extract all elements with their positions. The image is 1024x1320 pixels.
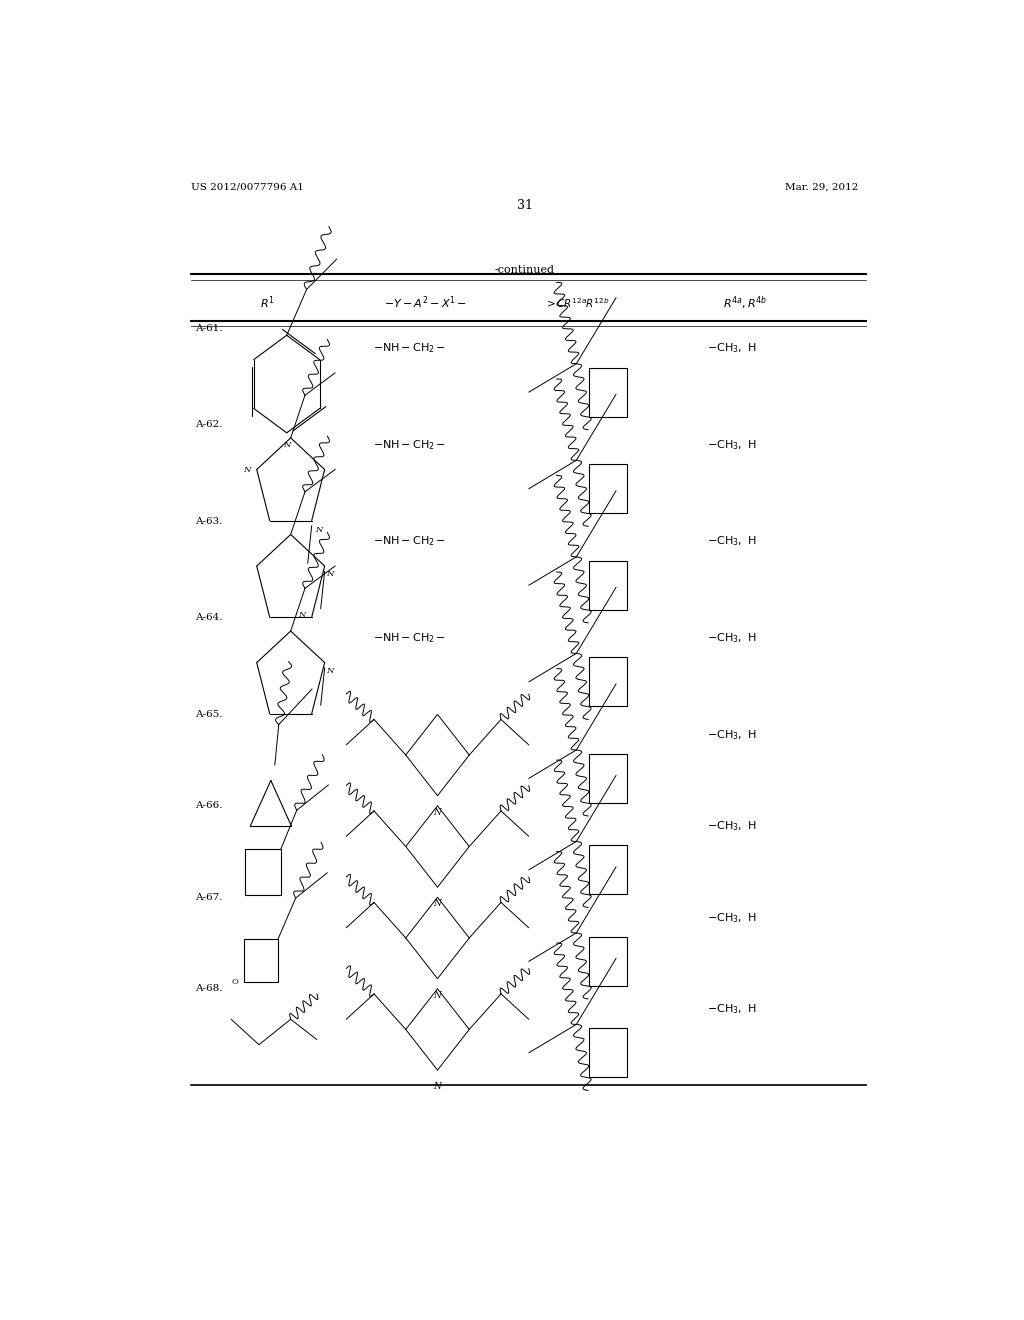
Text: N: N (433, 991, 441, 999)
Bar (589, 937, 627, 986)
Text: $R^1$: $R^1$ (259, 294, 274, 312)
Text: $-\mathrm{NH}-\mathrm{CH_2}-$: $-\mathrm{NH}-\mathrm{CH_2}-$ (373, 342, 446, 355)
Text: N: N (433, 1082, 441, 1092)
Text: 31: 31 (517, 198, 532, 211)
Text: N: N (433, 899, 441, 908)
Text: $-\mathrm{CH_3,\ H}$: $-\mathrm{CH_3,\ H}$ (708, 820, 757, 833)
Text: $-\mathrm{NH}-\mathrm{CH_2}-$: $-\mathrm{NH}-\mathrm{CH_2}-$ (373, 631, 446, 645)
Text: N: N (283, 441, 291, 449)
Text: $R^{4a},R^{4b}$: $R^{4a},R^{4b}$ (723, 294, 767, 312)
Text: N: N (327, 667, 334, 675)
Text: $-\mathrm{CH_3,\ H}$: $-\mathrm{CH_3,\ H}$ (708, 631, 757, 645)
Text: $-\mathrm{CH_3,\ H}$: $-\mathrm{CH_3,\ H}$ (708, 911, 757, 924)
Text: A-66.: A-66. (196, 801, 223, 810)
Bar (589, 657, 627, 706)
Text: N: N (327, 570, 334, 578)
Text: A-63.: A-63. (196, 516, 223, 525)
Bar (589, 846, 627, 894)
Text: A-67.: A-67. (196, 892, 223, 902)
Text: $-\mathrm{CH_3,\ H}$: $-\mathrm{CH_3,\ H}$ (708, 1002, 757, 1016)
Bar (589, 561, 627, 610)
Text: $>CR^{12a}R^{12b}$: $>CR^{12a}R^{12b}$ (544, 296, 609, 310)
Text: $-\mathrm{CH_3,\ H}$: $-\mathrm{CH_3,\ H}$ (708, 535, 757, 549)
Text: A-65.: A-65. (196, 710, 223, 719)
Text: A-61.: A-61. (196, 323, 223, 333)
Text: -continued: -continued (495, 265, 555, 276)
Text: $-Y-A^2-X^1-$: $-Y-A^2-X^1-$ (384, 294, 467, 312)
Bar (589, 465, 627, 513)
Text: $-\mathrm{CH_3,\ H}$: $-\mathrm{CH_3,\ H}$ (708, 342, 757, 355)
Text: $-\mathrm{CH_3,\ H}$: $-\mathrm{CH_3,\ H}$ (708, 438, 757, 451)
Text: Mar. 29, 2012: Mar. 29, 2012 (784, 182, 858, 191)
Text: A-62.: A-62. (196, 420, 223, 429)
Text: A-64.: A-64. (196, 614, 223, 622)
Bar (589, 754, 627, 803)
Text: A-68.: A-68. (196, 985, 223, 993)
Text: $-\mathrm{CH_3,\ H}$: $-\mathrm{CH_3,\ H}$ (708, 727, 757, 742)
Text: N: N (243, 466, 251, 474)
Text: N: N (433, 808, 441, 817)
Text: N: N (315, 525, 323, 533)
Text: $-\mathrm{NH}-\mathrm{CH_2}-$: $-\mathrm{NH}-\mathrm{CH_2}-$ (373, 438, 446, 451)
Text: O: O (231, 978, 239, 986)
Bar (589, 1028, 627, 1077)
Text: N: N (298, 611, 305, 619)
Text: $-\mathrm{NH}-\mathrm{CH_2}-$: $-\mathrm{NH}-\mathrm{CH_2}-$ (373, 535, 446, 549)
Text: US 2012/0077796 A1: US 2012/0077796 A1 (191, 182, 304, 191)
Bar (589, 368, 627, 417)
